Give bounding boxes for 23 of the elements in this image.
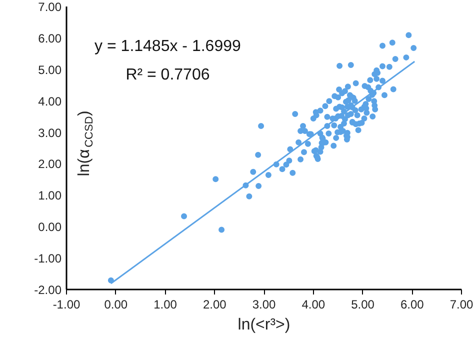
- x-tick-label: -1.00: [52, 298, 80, 312]
- x-tick-label: 0.00: [104, 298, 128, 312]
- x-tick-label: 5.00: [351, 298, 375, 312]
- y-tick-label: -1.00: [34, 252, 62, 266]
- y-tick-label: -2.00: [34, 283, 62, 297]
- y-tick-label: 0.00: [38, 220, 62, 234]
- x-tick-label: 3.00: [252, 298, 276, 312]
- x-tick-label: 6.00: [400, 298, 424, 312]
- y-tick-label: 6.00: [38, 31, 62, 46]
- annotation: y = 1.1485x - 1.6999: [94, 38, 241, 56]
- x-tick-label: 4.00: [302, 298, 326, 312]
- y-tick-label: 4.00: [38, 94, 62, 108]
- x-axis-title: ln(<r³>): [238, 316, 290, 334]
- x-tick-label: 1.00: [154, 298, 178, 312]
- y-tick-label: 2.00: [38, 157, 62, 172]
- x-tick-label: 2.00: [202, 298, 227, 312]
- annotation: R² = 0.7706: [126, 66, 210, 84]
- x-tick-label: 7.00: [450, 298, 474, 312]
- y-tick-label: 5.00: [38, 62, 62, 77]
- y-axis-title: ln(αCCSD): [76, 110, 96, 176]
- y-tick-label: 1.00: [38, 188, 62, 203]
- y-tick-label: 3.00: [38, 126, 62, 140]
- y-tick-label: 7.00: [38, 0, 62, 14]
